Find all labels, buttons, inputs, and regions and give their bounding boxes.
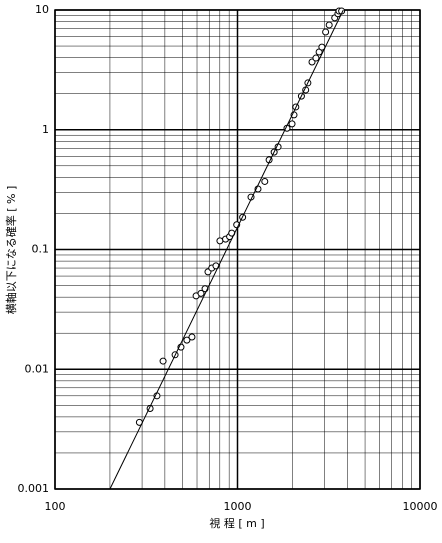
x-tick-label: 100: [45, 500, 66, 513]
data-point: [188, 333, 196, 341]
x-tick-label: 1000: [224, 500, 252, 513]
data-point: [183, 336, 191, 344]
data-point: [325, 21, 333, 29]
data-point: [261, 177, 269, 185]
x-tick-label: 10000: [403, 500, 438, 513]
data-point: [197, 289, 205, 297]
x-axis-label: 視 程 [ m ]: [209, 516, 264, 530]
data-point: [288, 120, 296, 128]
y-tick-label: 10: [35, 3, 49, 16]
data-point: [216, 237, 224, 245]
y-tick-label: 0.1: [32, 243, 50, 256]
y-tick-label: 0.001: [18, 482, 50, 495]
data-point: [322, 28, 330, 36]
data-point: [312, 54, 320, 62]
y-tick-label: 1: [42, 123, 49, 136]
plot-frame: [54, 9, 421, 490]
y-tick-label: 0.01: [25, 362, 50, 375]
fit-line: [109, 9, 344, 490]
data-point: [159, 357, 167, 365]
y-axis-label: 横軸以下になる確率 [ % ]: [4, 186, 18, 315]
